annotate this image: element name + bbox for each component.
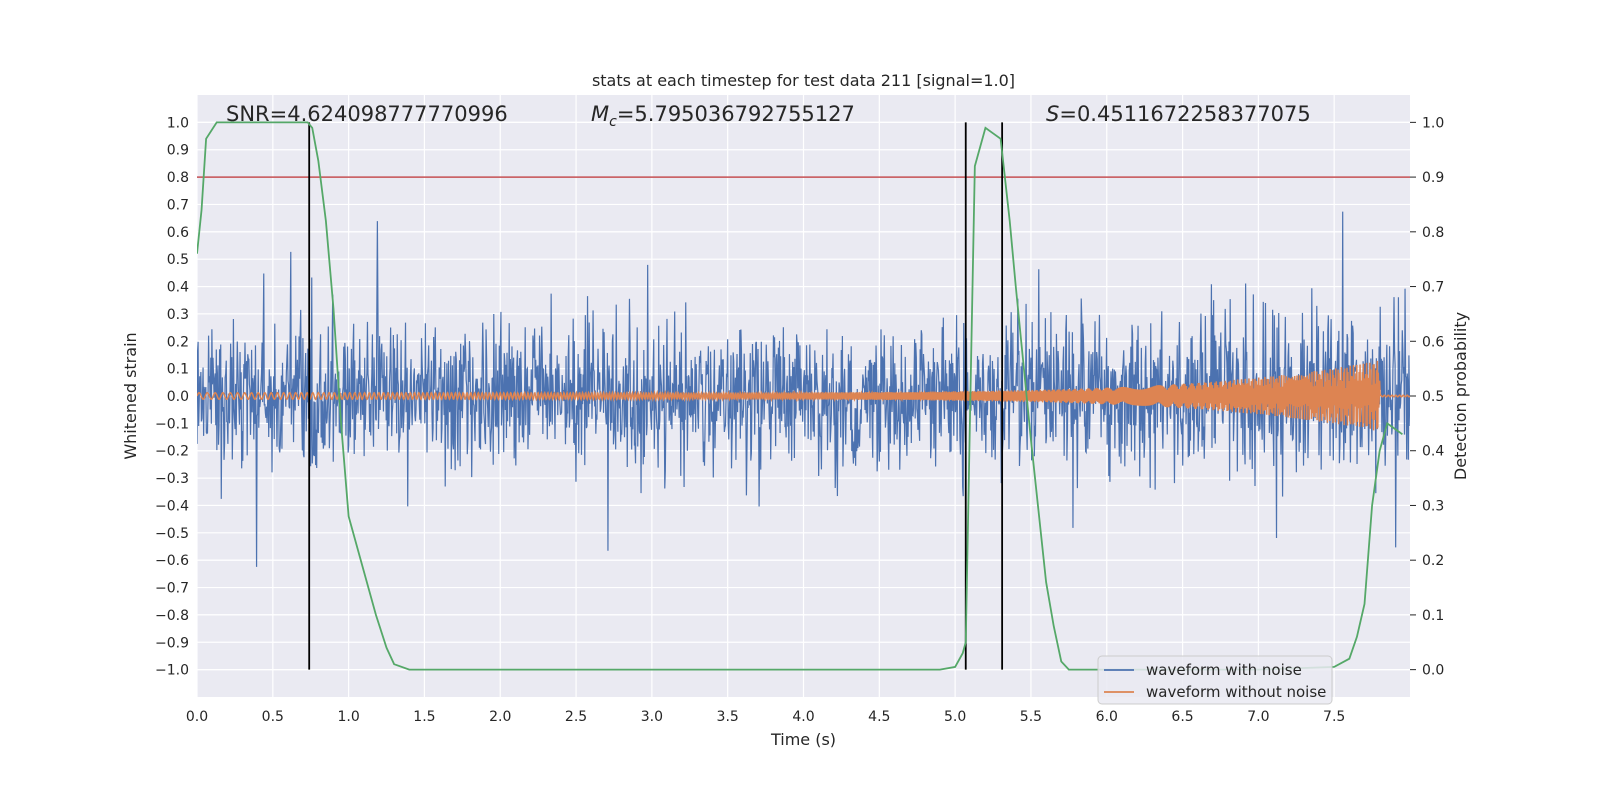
x-tick-label: 4.5 xyxy=(868,709,890,725)
y-tick-label: 0.1 xyxy=(167,362,189,378)
y2-tick-label: 0.1 xyxy=(1422,608,1444,624)
y-tick-label: −0.7 xyxy=(155,581,189,597)
y-tick-label: 0.7 xyxy=(167,197,189,213)
stat-chirp-mass-subscript: c xyxy=(609,114,617,130)
plot-series xyxy=(197,121,1410,671)
y2-tick-label: 0.8 xyxy=(1422,225,1444,241)
y-axis-ticks: 1.0 0.9 0.8 0.7 0.6 0.5 0.4 0.3 0.2 0.1 0.0 −0.1 −0.… xyxy=(155,115,189,678)
x-axis-label: Time (s) xyxy=(770,730,836,749)
y-tick-label: 0.2 xyxy=(167,334,189,350)
y-tick-label: 0.6 xyxy=(167,225,189,241)
stat-s-value: =0.4511672258377075 xyxy=(1059,102,1310,126)
stat-chirp-mass-symbol: M xyxy=(591,102,609,126)
x-tick-label: 2.5 xyxy=(565,709,587,725)
x-tick-label: 5.5 xyxy=(1020,709,1042,725)
chart-title: stats at each timestep for test data 211… xyxy=(592,71,1015,90)
y2-tick-label: 0.0 xyxy=(1422,663,1444,679)
y-tick-label: 0.4 xyxy=(167,280,189,296)
y2-tick-label: 1.0 xyxy=(1422,115,1444,131)
x-tick-label: 3.0 xyxy=(641,709,663,725)
stat-s-symbol: S xyxy=(1046,102,1059,126)
detection-markers xyxy=(308,122,1004,670)
x-tick-label: 1.0 xyxy=(337,709,359,725)
series-waveform-without-noise xyxy=(197,360,1410,431)
y-tick-label: −0.8 xyxy=(155,608,189,624)
y-tick-label: −0.3 xyxy=(155,471,189,487)
x-axis-ticks: 0.0 0.5 1.0 1.5 2.0 2.5 3.0 3.5 4.0 4.5 5.0 5.5 6.0 6… xyxy=(186,709,1345,725)
y2-tick-label: 0.2 xyxy=(1422,553,1444,569)
y-tick-label: −0.4 xyxy=(155,498,189,514)
y2-tick-label: 0.6 xyxy=(1422,334,1444,350)
x-tick-label: 1.5 xyxy=(413,709,435,725)
x-tick-label: 2.0 xyxy=(489,709,511,725)
y-tick-label: −1.0 xyxy=(155,663,189,679)
y2-axis-label: Detection probability xyxy=(1451,312,1470,480)
x-tick-label: 0.0 xyxy=(186,709,208,725)
y2-tick-label: 0.7 xyxy=(1422,280,1444,296)
y-tick-label: 0.9 xyxy=(167,143,189,159)
x-tick-label: 3.5 xyxy=(717,709,739,725)
y2-tick-label: 0.9 xyxy=(1422,170,1444,186)
legend-entry-clean: waveform without noise xyxy=(1146,683,1326,701)
legend-box xyxy=(1097,655,1333,705)
legend: waveform with noise waveform without noi… xyxy=(1097,655,1333,705)
stat-snr: SNR=4.624098777770996 xyxy=(226,102,508,126)
stat-s: S=0.4511672258377075 xyxy=(1046,102,1311,126)
x-tick-label: 7.5 xyxy=(1323,709,1345,725)
y-tick-label: 0.0 xyxy=(167,389,189,405)
y-tick-label: −0.2 xyxy=(155,444,189,460)
y-tick-label: 0.3 xyxy=(167,307,189,323)
y2-tick-label: 0.5 xyxy=(1422,389,1444,405)
legend-entry-noise: waveform with noise xyxy=(1146,661,1302,679)
x-tick-label: 7.0 xyxy=(1247,709,1269,725)
y-axis-label: Whitened strain xyxy=(121,332,140,459)
x-tick-label: 5.0 xyxy=(944,709,966,725)
y-tick-label: −0.9 xyxy=(155,635,189,651)
y-tick-label: −0.1 xyxy=(155,416,189,432)
y-tick-label: 0.8 xyxy=(167,170,189,186)
x-tick-label: 6.0 xyxy=(1096,709,1118,725)
y2-tick-label: 0.4 xyxy=(1422,444,1444,460)
y-tick-label: −0.5 xyxy=(155,526,189,542)
y-tick-label: −0.6 xyxy=(155,553,189,569)
y2-tick-label: 0.3 xyxy=(1422,498,1444,514)
stat-chirp-mass-value: =5.795036792755127 xyxy=(617,102,855,126)
y2-axis-ticks: 1.0 0.9 0.8 0.7 0.6 0.5 0.4 0.3 0.2 0.1 0.0 xyxy=(1410,115,1444,679)
y-tick-label: 0.5 xyxy=(167,252,189,268)
x-tick-label: 0.5 xyxy=(262,709,284,725)
stat-chirp-mass: Mc=5.795036792755127 xyxy=(591,102,855,130)
x-tick-label: 6.5 xyxy=(1171,709,1193,725)
y-tick-label: 1.0 xyxy=(167,115,189,131)
x-tick-label: 4.0 xyxy=(792,709,814,725)
